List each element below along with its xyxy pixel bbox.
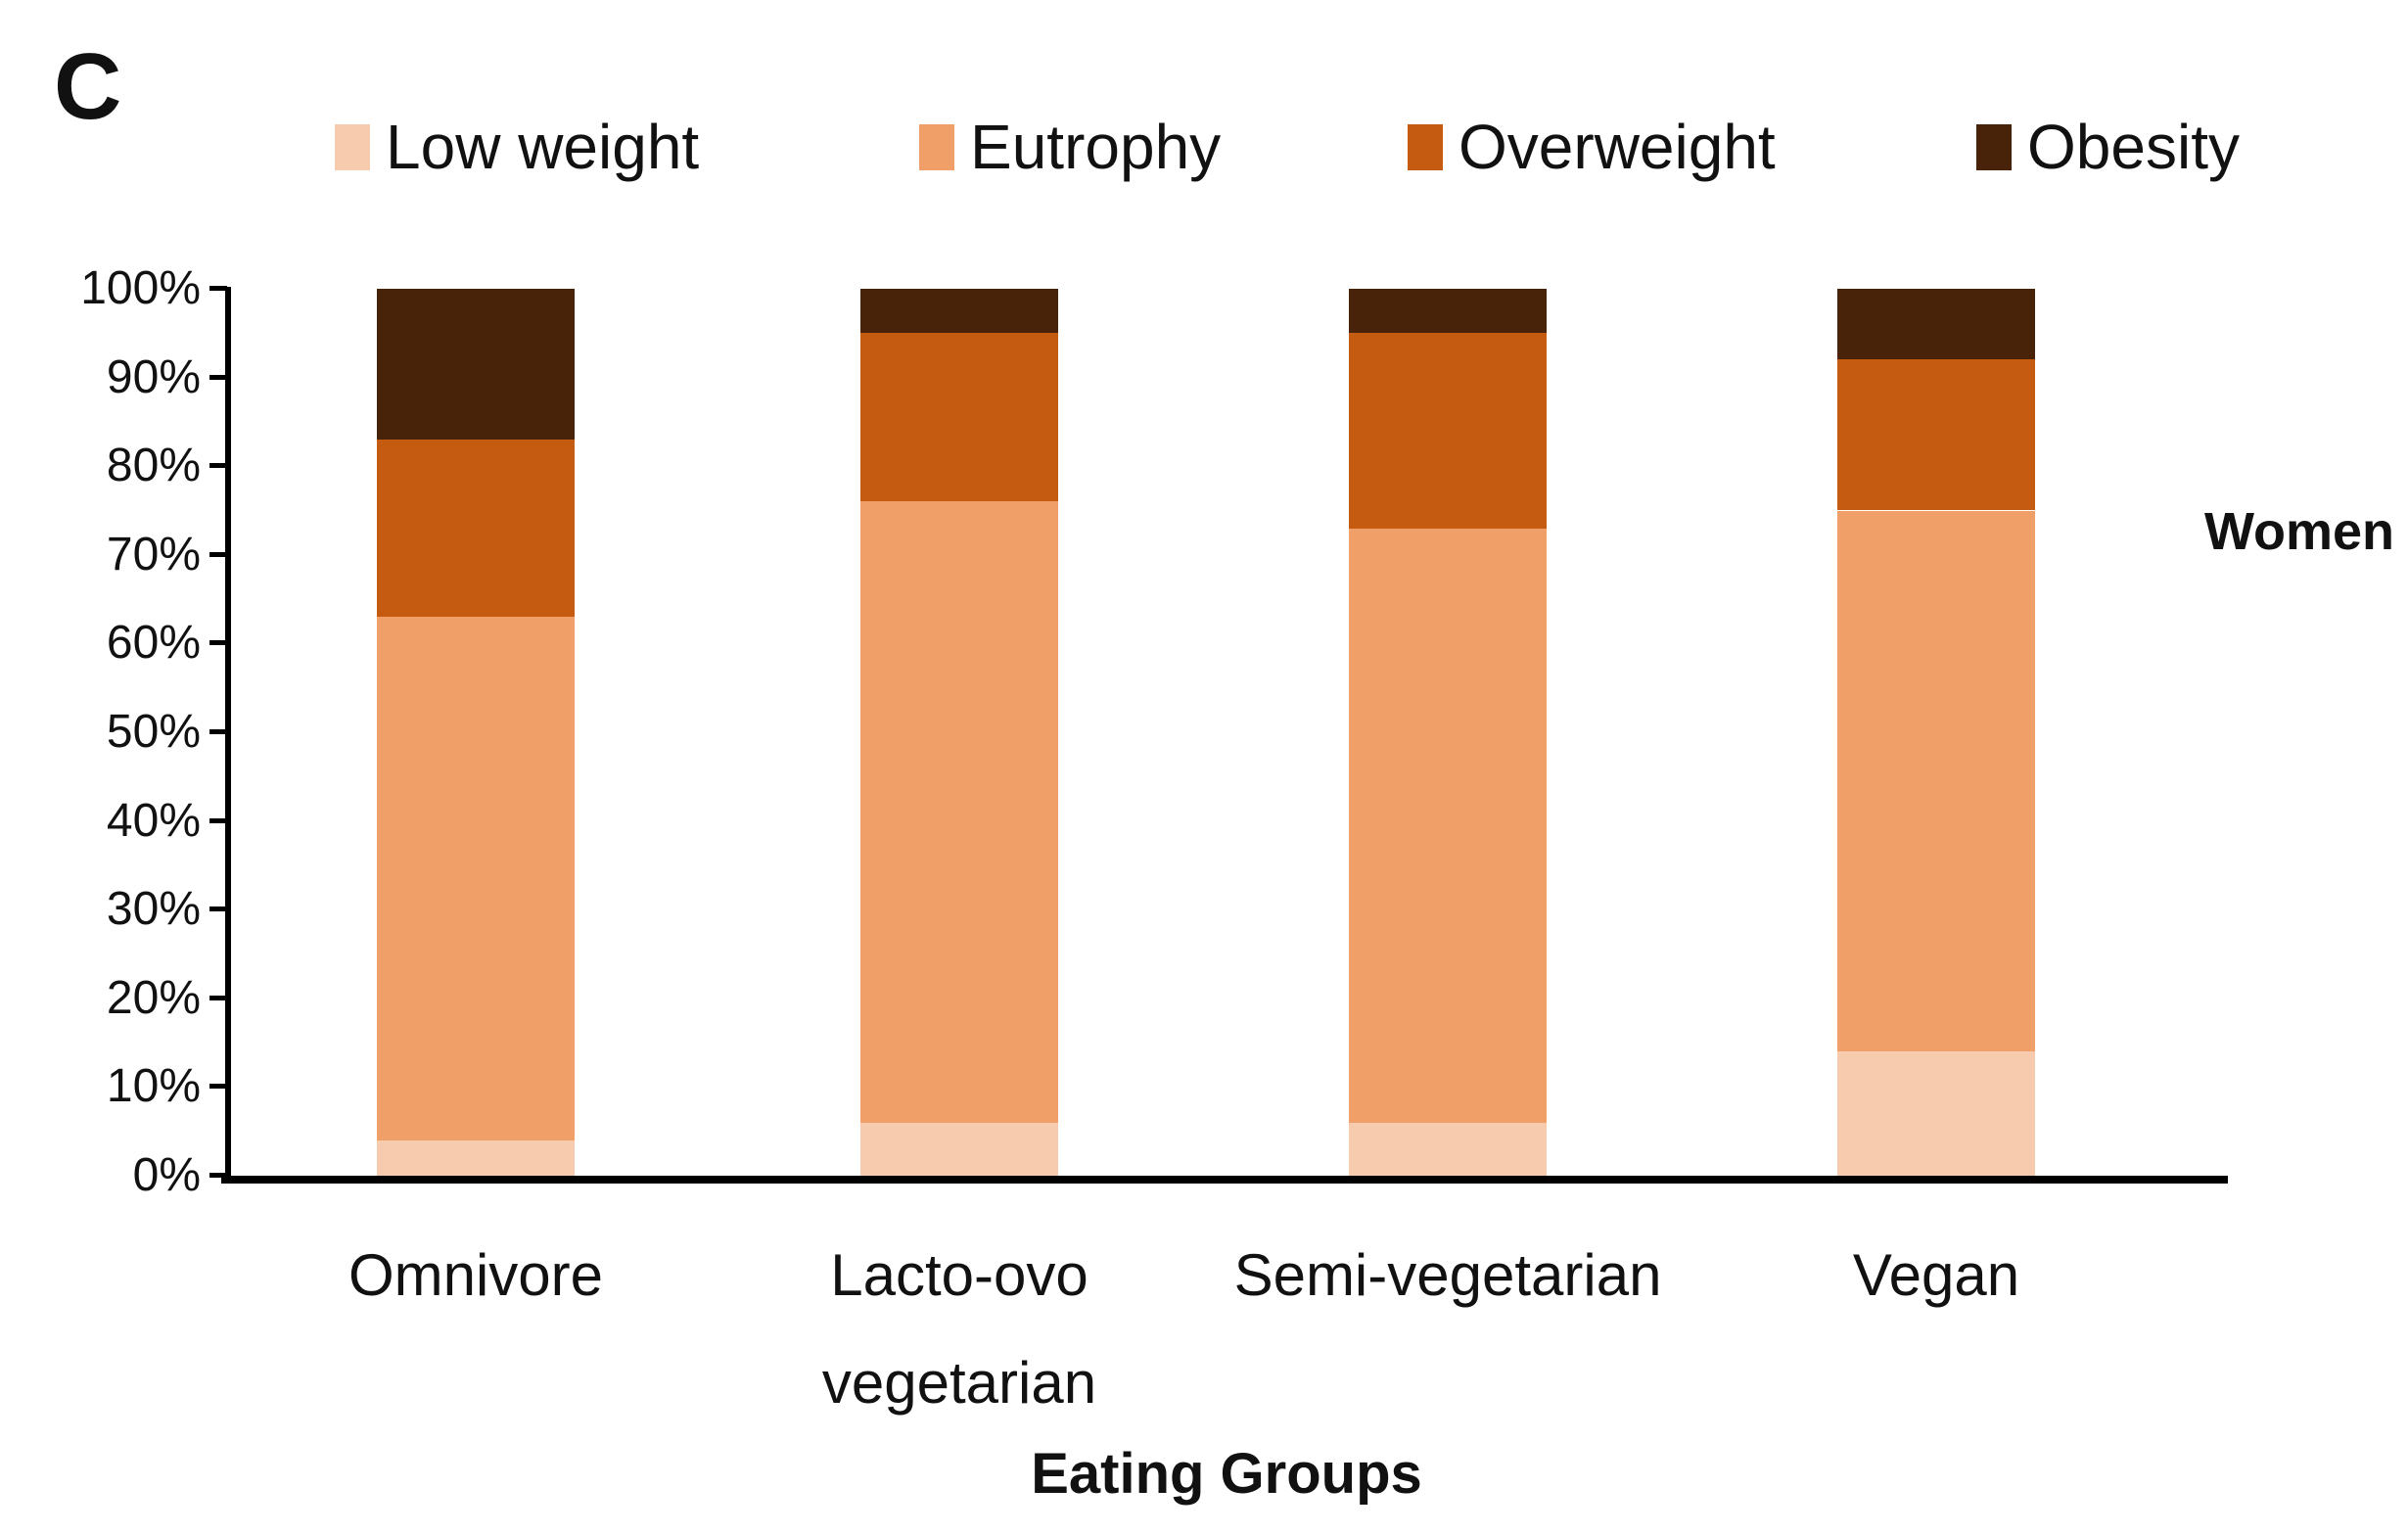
y-tick-label: 40% xyxy=(106,794,201,847)
y-tick-mark xyxy=(209,286,227,291)
y-axis-line xyxy=(225,287,231,1180)
x-category-label: Omnivore xyxy=(347,1242,604,1308)
y-tick-mark xyxy=(209,817,227,823)
x-category-label: Lacto-ovo vegetarian xyxy=(821,1242,1097,1416)
y-tick-mark xyxy=(209,995,227,1000)
legend-swatch-icon xyxy=(919,123,954,170)
y-tick-mark xyxy=(209,374,227,380)
x-axis-title: Eating Groups xyxy=(1031,1442,1422,1506)
bar-segment-obesity xyxy=(1349,289,1547,334)
legend-label: Obesity xyxy=(2027,112,2240,182)
bar-segment-low-weight xyxy=(1349,1122,1547,1176)
x-axis-line xyxy=(221,1176,2228,1184)
legend-swatch-icon xyxy=(1976,123,2012,170)
bar-segment-overweight xyxy=(1837,359,2035,511)
y-tick-mark xyxy=(209,463,227,469)
y-tick-mark xyxy=(209,551,227,557)
legend-label: Eutrophy xyxy=(970,112,1222,182)
bar-segment-overweight xyxy=(377,440,575,618)
legend-swatch-icon xyxy=(335,123,370,170)
bar-segment-eutrophy xyxy=(860,501,1058,1123)
legend-item-obesity: Obesity xyxy=(1976,112,2240,182)
legend-label: Low weight xyxy=(386,112,700,182)
y-tick-label: 10% xyxy=(106,1060,201,1113)
bar-segment-eutrophy xyxy=(377,617,575,1140)
bar-segment-overweight xyxy=(1349,333,1547,529)
y-tick-label: 50% xyxy=(106,706,201,758)
y-tick-label: 100% xyxy=(80,262,201,314)
y-tick-label: 60% xyxy=(106,617,201,670)
y-tick-label: 20% xyxy=(106,971,201,1024)
y-tick-mark xyxy=(209,1084,227,1090)
y-tick-mark xyxy=(209,640,227,646)
legend-label: Overweight xyxy=(1459,112,1776,182)
x-category-label: Semi-vegetarian xyxy=(1233,1242,1662,1308)
y-tick-mark xyxy=(209,1173,227,1178)
y-tick-label: 90% xyxy=(106,350,201,403)
series-group-label: Women xyxy=(2204,502,2395,561)
bar-segment-eutrophy xyxy=(1837,510,2035,1052)
y-tick-label: 30% xyxy=(106,883,201,936)
bar-segment-low-weight xyxy=(1837,1051,2035,1176)
legend-item-low-weight: Low weight xyxy=(335,112,699,182)
x-category-label: Vegan xyxy=(1852,1242,2020,1308)
bar-segment-obesity xyxy=(1837,289,2035,360)
bar-segment-low-weight xyxy=(377,1139,575,1176)
y-tick-label: 70% xyxy=(106,528,201,581)
y-tick-label: 0% xyxy=(132,1149,201,1201)
y-tick-mark xyxy=(209,906,227,912)
bar-segment-obesity xyxy=(377,289,575,441)
legend-item-eutrophy: Eutrophy xyxy=(919,112,1221,182)
bar-segment-overweight xyxy=(860,333,1058,502)
bar-segment-eutrophy xyxy=(1349,528,1547,1123)
legend-swatch-icon xyxy=(1408,123,1443,170)
bar-segment-obesity xyxy=(860,289,1058,334)
panel-label: C xyxy=(54,34,122,139)
y-tick-mark xyxy=(209,729,227,734)
legend-item-overweight: Overweight xyxy=(1408,112,1776,182)
y-tick-label: 80% xyxy=(106,440,201,492)
bar-segment-low-weight xyxy=(860,1122,1058,1176)
